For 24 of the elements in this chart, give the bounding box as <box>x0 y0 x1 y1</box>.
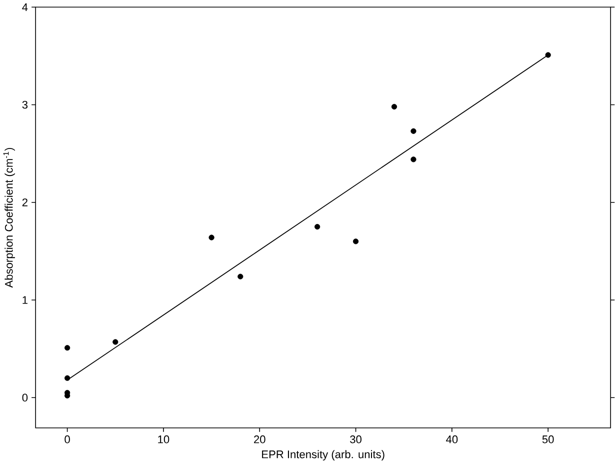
point <box>391 104 398 110</box>
x-axis-title: EPR Intensity (arb. units) <box>262 450 384 461</box>
y-tick-label: 3 <box>22 100 28 109</box>
y-tick-label: 2 <box>22 198 28 206</box>
y-tick-label: 0 <box>22 394 28 402</box>
point <box>545 52 551 58</box>
x-tick-label: 0 <box>64 436 70 444</box>
point <box>64 375 70 381</box>
x-tick-label: 10 <box>158 436 170 444</box>
point <box>112 339 118 345</box>
y-tick-label: 1 <box>22 296 28 304</box>
point <box>410 156 416 162</box>
x-tick-label: 50 <box>542 436 554 444</box>
point <box>314 224 320 230</box>
point <box>208 234 214 240</box>
y-axis-title: Absorption Coefficient (cm$^{-1}$) <box>3 148 15 288</box>
x-tick-label: 40 <box>446 436 458 444</box>
x-tick-label: 30 <box>350 436 362 444</box>
point <box>352 238 359 244</box>
point <box>410 128 416 134</box>
x-tick-label: 20 <box>254 436 266 444</box>
point <box>64 345 70 351</box>
y-tick-label: 4 <box>22 3 28 12</box>
point <box>238 274 244 280</box>
